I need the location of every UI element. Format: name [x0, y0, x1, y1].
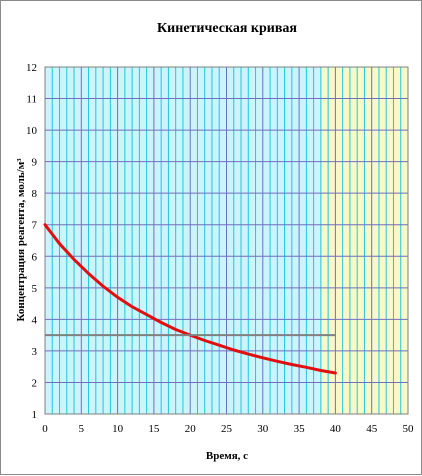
y-tick-label: 10 — [26, 125, 38, 137]
x-tick-label: 15 — [148, 423, 160, 435]
y-tick-label: 2 — [32, 377, 38, 389]
x-tick-label: 5 — [79, 423, 85, 435]
y-axis-label: Концентрация реагента, моль/м³ — [15, 158, 27, 322]
x-tick-label: 10 — [112, 423, 124, 435]
plot-border — [44, 66, 409, 415]
chart-title: Кинетическая кривая — [157, 21, 297, 36]
x-tick-label: 20 — [185, 423, 197, 435]
x-tick-label: 30 — [257, 423, 269, 435]
x-tick-label: 0 — [42, 423, 48, 435]
y-tick-label: 11 — [26, 94, 37, 106]
x-tick-label: 45 — [366, 423, 378, 435]
y-tick-label: 5 — [32, 283, 38, 295]
y-tick-label: 8 — [32, 188, 38, 200]
y-tick-label: 1 — [32, 409, 38, 421]
y-tick-label: 12 — [26, 62, 37, 74]
x-tick-label: 40 — [330, 423, 342, 435]
y-tick-label: 3 — [32, 346, 38, 358]
y-tick-label: 6 — [32, 251, 38, 263]
x-tick-label: 50 — [403, 423, 415, 435]
x-axis-label: Время, с — [206, 450, 248, 462]
y-tick-label: 9 — [32, 157, 38, 169]
y-tick-label: 4 — [32, 314, 38, 326]
y-tick-label: 7 — [32, 220, 38, 232]
x-tick-label: 35 — [294, 423, 306, 435]
x-tick-label: 25 — [221, 423, 233, 435]
